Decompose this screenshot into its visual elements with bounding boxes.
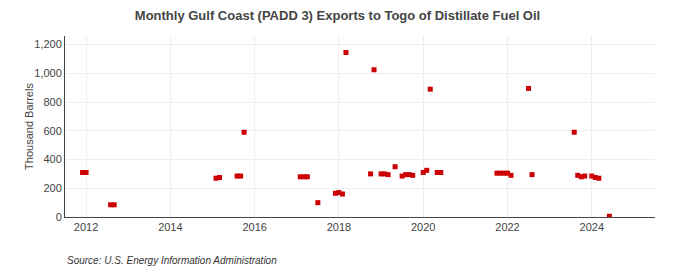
svg-text:Monthly Gulf Coast (PADD 3) Ex: Monthly Gulf Coast (PADD 3) Exports to T…: [135, 8, 540, 23]
svg-text:Source: U.S. Energy Informatio: Source: U.S. Energy Information Administ…: [67, 255, 277, 266]
svg-text:800: 800: [43, 96, 61, 108]
svg-text:2018: 2018: [327, 221, 351, 233]
svg-text:200: 200: [43, 182, 61, 194]
svg-text:0: 0: [56, 211, 62, 223]
svg-text:400: 400: [43, 153, 61, 165]
svg-text:2012: 2012: [74, 221, 98, 233]
svg-text:1,000: 1,000: [34, 67, 62, 79]
svg-text:600: 600: [43, 125, 61, 137]
svg-text:1,200: 1,200: [34, 38, 62, 50]
svg-text:2014: 2014: [158, 221, 182, 233]
svg-text:2016: 2016: [242, 221, 266, 233]
svg-text:2020: 2020: [411, 221, 435, 233]
svg-text:Thousand Barrels: Thousand Barrels: [23, 83, 35, 170]
svg-text:2022: 2022: [495, 221, 519, 233]
svg-text:2024: 2024: [580, 221, 604, 233]
